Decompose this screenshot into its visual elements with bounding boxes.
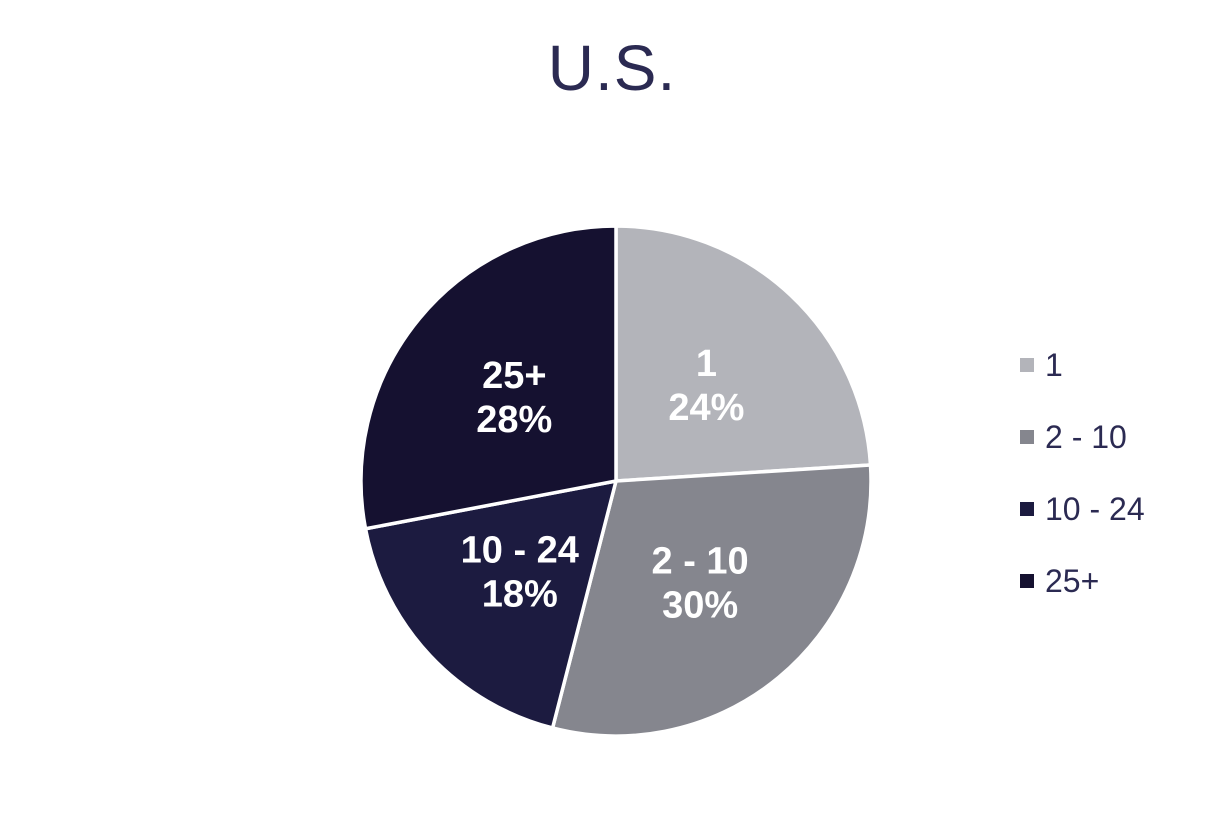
legend-item: 2 - 10: [1020, 401, 1145, 473]
legend-label: 25+: [1045, 563, 1100, 599]
pie-chart: 1 24% 2 - 10 30% 10 - 24 18% 25+ 28%: [359, 224, 873, 738]
legend: 1 2 - 10 10 - 24 25+: [1020, 329, 1145, 617]
legend-label: 2 - 10: [1045, 419, 1127, 455]
legend-swatch-10-24: [1020, 502, 1034, 516]
chart-title: U.S.: [547, 32, 677, 104]
legend-label: 1: [1045, 347, 1063, 383]
legend-item: 10 - 24: [1020, 473, 1145, 545]
pie-slice-label: 25+ 28%: [476, 355, 552, 441]
pie-slice-1: [614, 224, 873, 483]
legend-label: 10 - 24: [1045, 491, 1145, 527]
pie-slice-label: 2 - 10 30%: [652, 541, 749, 627]
legend-swatch-1: [1020, 358, 1034, 372]
pie-slice-10-24: [363, 478, 619, 731]
legend-item: 1: [1020, 329, 1145, 401]
pie-slice-label: 1 24%: [668, 343, 744, 429]
pie-slice-25+: [359, 224, 618, 531]
pie-slice-2-10: [550, 463, 873, 738]
legend-item: 25+: [1020, 545, 1145, 617]
pie-slice-label: 10 - 24 18%: [461, 529, 579, 615]
legend-swatch-2-10: [1020, 430, 1034, 444]
legend-swatch-25plus: [1020, 574, 1034, 588]
